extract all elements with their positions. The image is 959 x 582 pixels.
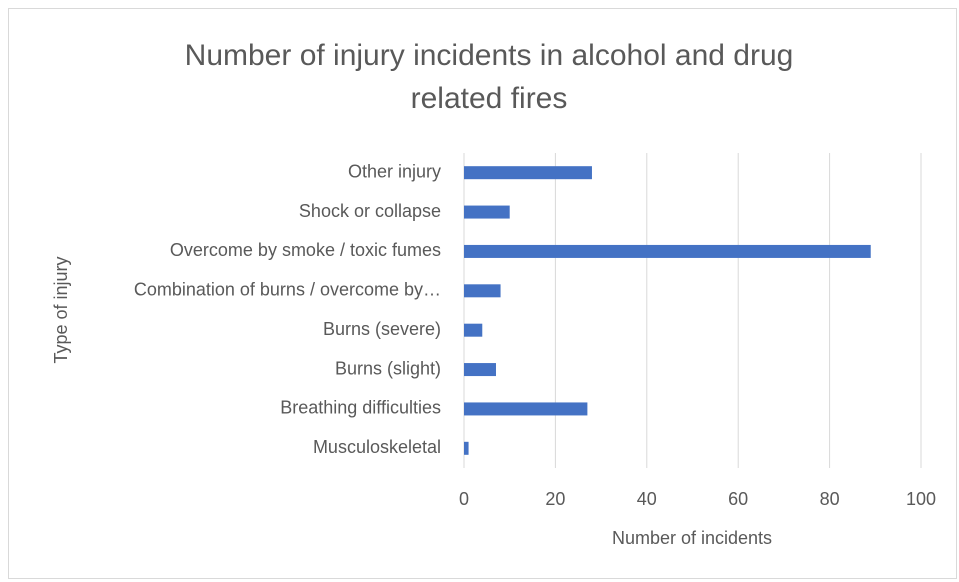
y-tick-label: Combination of burns / overcome by… <box>134 280 441 300</box>
bar <box>464 166 592 180</box>
y-tick-label: Overcome by smoke / toxic fumes <box>170 240 441 260</box>
bar <box>464 402 588 416</box>
x-tick-label: 80 <box>820 489 840 509</box>
bar <box>464 323 483 337</box>
bar <box>464 244 871 258</box>
y-tick-label: Shock or collapse <box>299 201 441 221</box>
chart-title-line-2: related fires <box>411 82 568 115</box>
x-axis-title: Number of incidents <box>612 528 772 548</box>
bar <box>464 284 501 298</box>
y-tick-label: Burns (severe) <box>323 319 441 339</box>
y-tick-label: Burns (slight) <box>335 358 441 378</box>
x-tick-label: 0 <box>459 489 469 509</box>
bar <box>464 363 496 377</box>
bar <box>464 441 469 455</box>
chart-title-line-1: Number of injury incidents in alcohol an… <box>185 39 794 72</box>
y-axis-title: Type of injury <box>51 256 71 363</box>
x-tick-label: 100 <box>906 489 936 509</box>
y-tick-label: Breathing difficulties <box>280 398 441 418</box>
y-tick-label: Musculoskeletal <box>313 437 441 457</box>
bar <box>464 205 510 219</box>
x-tick-label: 40 <box>637 489 657 509</box>
x-tick-label: 60 <box>728 489 748 509</box>
x-tick-label: 20 <box>545 489 565 509</box>
y-tick-label: Other injury <box>348 161 441 181</box>
